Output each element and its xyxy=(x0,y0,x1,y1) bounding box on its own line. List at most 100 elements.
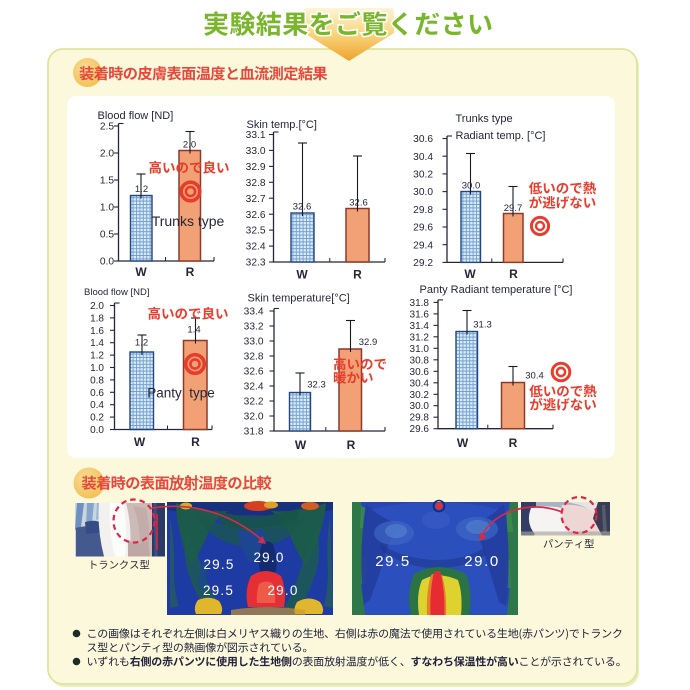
svg-text:29.8: 29.8 xyxy=(413,205,433,216)
svg-text:Trunks type: Trunks type xyxy=(152,213,225,229)
svg-text:1.5: 1.5 xyxy=(100,176,114,187)
svg-text:R: R xyxy=(191,435,200,449)
svg-text:R: R xyxy=(347,438,356,452)
svg-text:2.0: 2.0 xyxy=(90,301,104,312)
svg-text:31.2: 31.2 xyxy=(410,332,430,343)
svg-text:32.9: 32.9 xyxy=(246,162,266,173)
svg-text:パンティ型: パンティ型 xyxy=(543,536,594,551)
svg-text:29.5: 29.5 xyxy=(375,553,411,570)
svg-text:30.2: 30.2 xyxy=(413,170,433,181)
svg-text:33.4: 33.4 xyxy=(244,307,264,318)
svg-text:1.8: 1.8 xyxy=(90,313,104,324)
svg-text:32.4: 32.4 xyxy=(246,242,266,253)
svg-text:29.6: 29.6 xyxy=(410,424,430,435)
svg-text:高いので良い: 高いので良い xyxy=(148,303,229,323)
svg-text:32.0: 32.0 xyxy=(244,412,264,423)
svg-text:W: W xyxy=(457,436,469,450)
svg-text:30.4: 30.4 xyxy=(413,152,433,163)
svg-text:1.2: 1.2 xyxy=(90,351,104,362)
svg-text:33.2: 33.2 xyxy=(244,322,264,333)
svg-text:トランクス型: トランクス型 xyxy=(88,557,150,572)
svg-text:29.6: 29.6 xyxy=(413,223,433,234)
svg-text:1.4: 1.4 xyxy=(187,325,200,336)
svg-text:0.8: 0.8 xyxy=(90,375,104,386)
svg-text:32.8: 32.8 xyxy=(246,178,266,189)
svg-text:R: R xyxy=(509,267,518,281)
svg-text:31.6: 31.6 xyxy=(410,309,430,320)
svg-text:31.3: 31.3 xyxy=(473,320,492,331)
svg-text:暖かい: 暖かい xyxy=(333,367,374,387)
svg-text:32.9: 32.9 xyxy=(359,337,378,348)
svg-text:Blood flow [ND]: Blood flow [ND] xyxy=(84,287,149,298)
svg-text:Trunks type: Trunks type xyxy=(456,113,513,125)
svg-text:29.5: 29.5 xyxy=(203,557,234,572)
svg-text:ス型とパンティ型の熱画像が図示されている。: ス型とパンティ型の熱画像が図示されている。 xyxy=(87,640,314,656)
svg-text:0.0: 0.0 xyxy=(100,257,114,268)
svg-text:29.5: 29.5 xyxy=(203,583,234,598)
svg-text:33.0: 33.0 xyxy=(246,146,266,157)
svg-text:29.4: 29.4 xyxy=(413,240,433,251)
svg-text:30.8: 30.8 xyxy=(410,355,430,366)
svg-text:29.7: 29.7 xyxy=(504,203,523,214)
svg-text:1.4: 1.4 xyxy=(90,338,104,349)
svg-text:1.2: 1.2 xyxy=(135,338,148,349)
svg-text:29.0: 29.0 xyxy=(267,583,298,598)
svg-text:低いので熱: 低いので熱 xyxy=(529,380,597,400)
svg-text:高いので: 高いので xyxy=(333,353,387,373)
svg-text:0.6: 0.6 xyxy=(90,388,104,399)
svg-text:30.0: 30.0 xyxy=(413,187,433,198)
svg-text:装着時の表面放射温度の比較: 装着時の表面放射温度の比較 xyxy=(82,472,272,494)
svg-text:32.3: 32.3 xyxy=(246,258,266,269)
svg-text:が逃げない: が逃げない xyxy=(529,192,597,212)
svg-text:29.8: 29.8 xyxy=(410,413,430,424)
svg-text:R: R xyxy=(353,268,362,282)
svg-text:29.0: 29.0 xyxy=(253,550,284,565)
svg-text:W: W xyxy=(295,438,307,452)
svg-text:29.2: 29.2 xyxy=(413,258,433,269)
svg-text:Skin temp.[°C]: Skin temp.[°C] xyxy=(247,119,317,131)
svg-text:低いので熱: 低いので熱 xyxy=(529,177,597,197)
svg-text:1.2: 1.2 xyxy=(135,184,148,195)
svg-text:Skin temperature[°C]: Skin temperature[°C] xyxy=(248,293,350,305)
svg-text:32.6: 32.6 xyxy=(293,202,312,213)
svg-text:装着時の皮膚表面温度と血流測定結果: 装着時の皮膚表面温度と血流測定結果 xyxy=(79,62,327,84)
svg-text:32.4: 32.4 xyxy=(244,382,264,393)
svg-text:R: R xyxy=(186,265,195,279)
svg-text:W: W xyxy=(296,268,308,282)
svg-text:R: R xyxy=(509,436,518,450)
svg-text:31.4: 31.4 xyxy=(410,321,430,332)
svg-text:33.1: 33.1 xyxy=(246,130,266,141)
svg-text:2.0: 2.0 xyxy=(183,140,196,151)
svg-text:29.0: 29.0 xyxy=(464,553,500,570)
svg-text:32.7: 32.7 xyxy=(246,194,266,205)
svg-text:32.6: 32.6 xyxy=(349,198,368,209)
svg-text:31.0: 31.0 xyxy=(410,344,430,355)
svg-text:31.8: 31.8 xyxy=(244,427,264,438)
svg-text:0.0: 0.0 xyxy=(90,425,104,436)
svg-text:W: W xyxy=(135,265,147,279)
svg-text:30.2: 30.2 xyxy=(410,390,430,401)
svg-text:Blood flow [ND]: Blood flow [ND] xyxy=(98,110,174,122)
svg-text:32.8: 32.8 xyxy=(244,352,264,363)
svg-text:2.5: 2.5 xyxy=(100,122,114,133)
svg-text:30.4: 30.4 xyxy=(410,378,430,389)
svg-text:Panty Radiant temperature [°C]: Panty Radiant temperature [°C] xyxy=(420,284,573,296)
svg-text:32.6: 32.6 xyxy=(246,210,266,221)
svg-text:32.2: 32.2 xyxy=(244,397,264,408)
svg-text:30.0: 30.0 xyxy=(410,401,430,412)
svg-text:30.0: 30.0 xyxy=(462,181,481,192)
svg-text:0.5: 0.5 xyxy=(100,230,114,241)
svg-text:1.6: 1.6 xyxy=(90,326,104,337)
svg-text:が逃げない: が逃げない xyxy=(529,394,597,414)
svg-text:実験結果をご覧ください: 実験結果をご覧ください xyxy=(203,5,493,42)
svg-text:1.0: 1.0 xyxy=(100,203,114,214)
svg-text:Panty type: Panty type xyxy=(147,386,215,401)
svg-text:いずれも右側の赤パンツに使用した生地側の表面放射温度が低く、: いずれも右側の赤パンツに使用した生地側の表面放射温度が低く、すなわち保温性が高い… xyxy=(87,654,627,670)
svg-text:W: W xyxy=(134,435,146,449)
svg-text:30.6: 30.6 xyxy=(410,367,430,378)
svg-text:30.6: 30.6 xyxy=(413,134,433,145)
svg-text:32.5: 32.5 xyxy=(246,226,266,237)
svg-text:32.3: 32.3 xyxy=(307,380,326,391)
svg-text:高いので良い: 高いので良い xyxy=(149,157,230,177)
svg-text:31.8: 31.8 xyxy=(410,298,430,309)
